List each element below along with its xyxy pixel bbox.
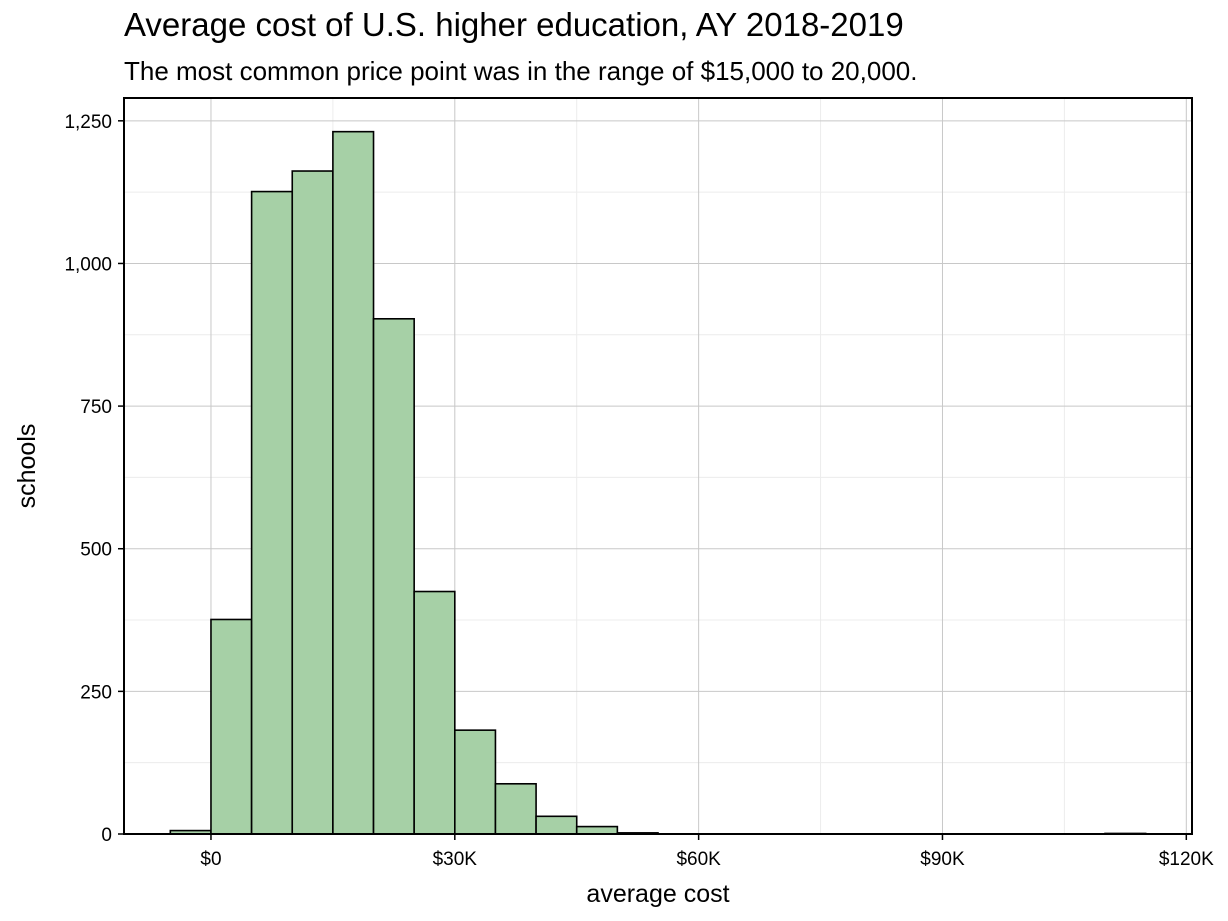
y-tick-label: 1,000 — [64, 254, 112, 275]
x-tick-label: $120K — [1159, 849, 1214, 870]
histogram-bar — [372, 317, 415, 835]
histogram-bar — [535, 815, 578, 835]
plot-frame — [123, 97, 1193, 835]
y-tick-label: 0 — [101, 825, 112, 846]
y-tick-label: 250 — [80, 682, 112, 703]
y-tick-label: 1,250 — [64, 112, 112, 133]
x-tick-label: $0 — [200, 849, 221, 870]
chart-subtitle: The most common price point was in the r… — [124, 56, 918, 86]
histogram-bar — [291, 170, 334, 835]
histogram-bar — [332, 130, 375, 835]
histogram-bar — [454, 729, 497, 835]
axis-ticks: $0 $30K $60K $90K $120K 0 250 500 750 1,000 1,250 — [64, 112, 1214, 870]
x-tick-label: $90K — [920, 849, 965, 870]
histogram-bar — [413, 590, 456, 835]
y-axis-title: schools — [13, 424, 41, 509]
y-tick-label: 500 — [80, 540, 112, 561]
histogram-bar — [250, 190, 294, 835]
histogram-bar — [494, 782, 537, 835]
histogram-bar — [210, 618, 253, 835]
histogram-bars — [169, 130, 1147, 835]
histogram-bar — [575, 825, 619, 835]
x-tick-label: $60K — [676, 849, 721, 870]
y-tick-label: 750 — [80, 397, 112, 418]
x-tick-label: $30K — [433, 849, 478, 870]
x-axis-title: average cost — [586, 880, 729, 908]
chart-title: Average cost of U.S. higher education, A… — [124, 6, 904, 43]
